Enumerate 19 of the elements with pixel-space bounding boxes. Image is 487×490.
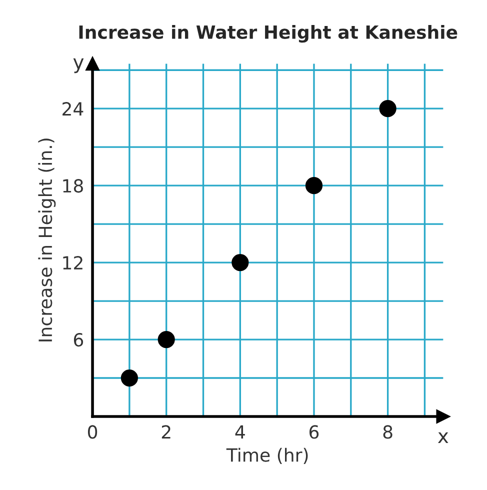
x-axis-title: Time (hr)	[226, 448, 308, 464]
x-tick-label: 6	[310, 425, 319, 439]
x-tick-label: 0	[88, 425, 98, 439]
y-tick-label: 6	[74, 332, 84, 347]
y-axis-title: Increase in Height (in.)	[38, 138, 56, 342]
y-tick-label: 18	[63, 179, 83, 193]
text: y	[73, 58, 84, 74]
y-tick-label: 12	[63, 256, 82, 270]
point	[120, 369, 138, 387]
point	[158, 330, 175, 348]
x-tick-label: 8	[383, 425, 392, 439]
chart-title: Increase in Water Height at Kaneshie	[79, 24, 458, 43]
x-tick-label: 4	[235, 425, 245, 439]
y-tick-label: 24	[62, 102, 84, 116]
point	[232, 254, 249, 272]
point	[305, 177, 323, 194]
point	[379, 100, 396, 118]
text: x	[438, 432, 448, 444]
x-tick-label: 2	[162, 425, 170, 439]
